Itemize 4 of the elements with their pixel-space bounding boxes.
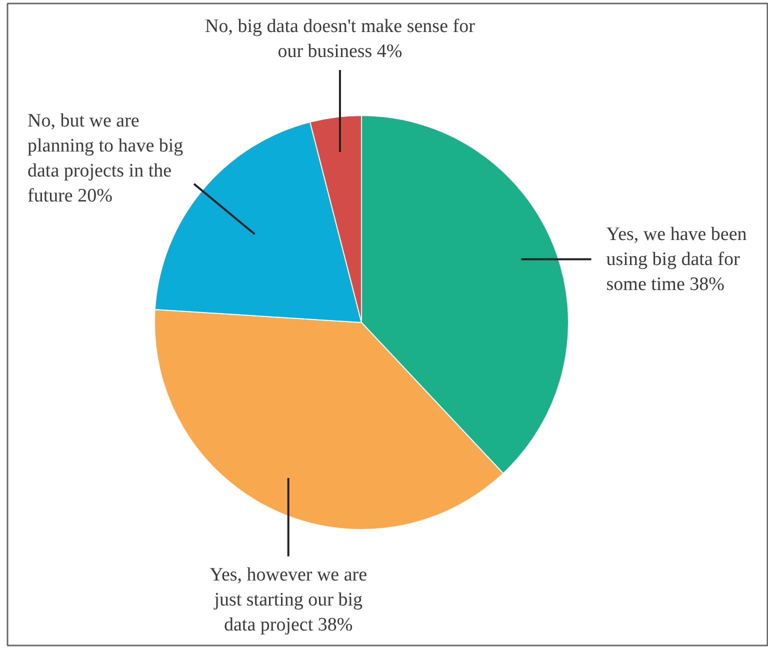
slice-label: Yes, however we are just starting our big data project 38% [210,564,368,636]
slice-label: Yes, we have been using big data for some time 38% [606,224,748,295]
slice-label: No, but we are planning to have big data projects in the future 20% [28,110,184,206]
slice-label: No, big data doesn't make sense for our business 4% [205,16,476,62]
